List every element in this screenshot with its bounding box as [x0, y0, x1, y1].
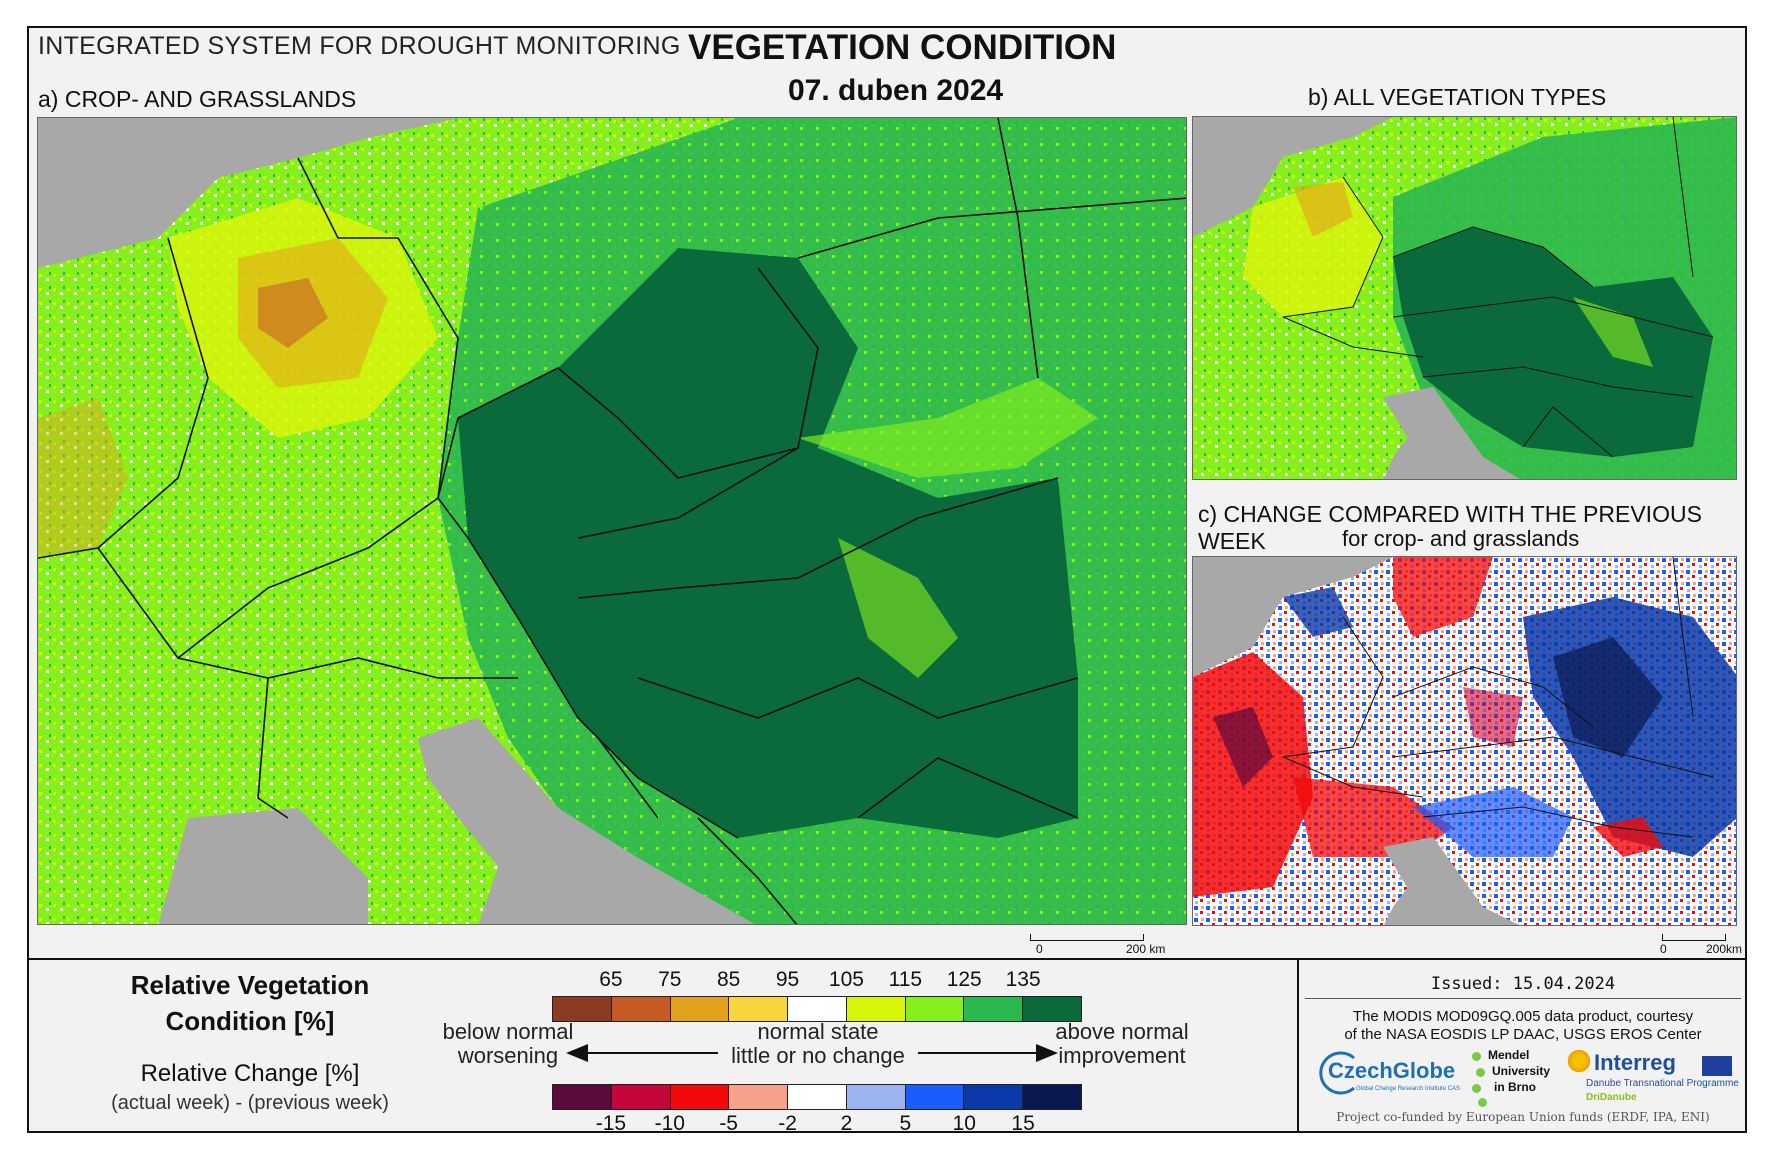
- rvc-tick-label: 115: [888, 968, 923, 991]
- rc-swatch: [670, 1085, 730, 1109]
- panel-c-label: c) CHANGE COMPARED WITH THE PREVIOUS WEE…: [1198, 501, 1702, 554]
- panel-c-sublabel: for crop- and grasslands: [1342, 526, 1580, 551]
- map-crop-grasslands: [37, 117, 1187, 925]
- scale-a-zero: 0: [1036, 942, 1043, 956]
- rvc-swatch: [670, 997, 730, 1021]
- rc-tick-label: -5: [719, 1112, 738, 1135]
- interreg-text: Interreg: [1594, 1050, 1676, 1075]
- mendel-text-3: in Brno: [1494, 1080, 1536, 1094]
- rvc-swatch: [1023, 997, 1082, 1021]
- czechglobe-logo: CzechGlobe Global Change Research Instit…: [1316, 1050, 1466, 1095]
- rc-tick-label: 10: [952, 1112, 976, 1135]
- panel-b-label: b) ALL VEGETATION TYPES: [1308, 84, 1607, 110]
- rvc-swatch: [788, 997, 847, 1021]
- left-arrow-shaft: [570, 1052, 718, 1054]
- map-date: 07. duben 2024: [788, 74, 1004, 107]
- rc-tick-label: 15: [1011, 1112, 1035, 1135]
- rvc-swatch: [729, 997, 789, 1021]
- rc-swatch: [846, 1085, 906, 1109]
- map-weekly-change: [1192, 556, 1737, 926]
- rc-tick-label: -10: [654, 1112, 685, 1135]
- below-normal-text: below normal: [442, 1019, 574, 1044]
- issued-date: Issued: 15.04.2024: [1430, 974, 1616, 994]
- rc-swatch: [1023, 1085, 1082, 1109]
- rc-swatch: [964, 1085, 1024, 1109]
- panel-a-label: a) CROP- AND GRASSLANDS: [38, 86, 357, 112]
- scale-c-end: 200km: [1706, 942, 1743, 956]
- rc-tick-label: 2: [840, 1112, 853, 1135]
- rvc-swatch: [553, 997, 612, 1021]
- legend-panel: [27, 958, 1747, 1133]
- rvc-tick-label: 105: [828, 968, 864, 991]
- rc-swatch: [788, 1085, 847, 1109]
- dridanube-text: DriDanube: [1586, 1092, 1637, 1103]
- rc-tick-label: 5: [899, 1112, 912, 1135]
- no-change-text: little or no change: [731, 1043, 905, 1068]
- rvc-title-1: Relative Vegetation: [130, 970, 370, 1000]
- czechglobe-subtext: Global Change Research Institute CAS: [1356, 1086, 1461, 1092]
- rc-tick-labels: -15 -10 -5 -2 2 5 10 15: [552, 1112, 1082, 1138]
- rc-swatch: [729, 1085, 789, 1109]
- rc-color-ramp: [552, 1084, 1082, 1110]
- rvc-swatch: [964, 997, 1024, 1021]
- mendel-logo: Mendel University in Brno: [1472, 1048, 1562, 1108]
- normal-state-text: normal state: [757, 1019, 879, 1044]
- rvc-swatch: [611, 997, 671, 1021]
- rvc-title-2: Condition [%]: [165, 1006, 335, 1036]
- rvc-tick-label: 135: [1005, 968, 1041, 991]
- worsening-text: worsening: [457, 1043, 559, 1068]
- source-line-1: The MODIS MOD09GQ.005 data product, cour…: [1352, 1008, 1694, 1025]
- czechglobe-text: CzechGlobe: [1328, 1058, 1456, 1083]
- map-all-vegetation: [1192, 116, 1737, 480]
- source-line-2: of the NASA EOSDIS LP DAAC, USGS EROS Ce…: [1344, 1026, 1702, 1043]
- rvc-swatch: [846, 997, 906, 1021]
- scale-a-end: 200 km: [1126, 942, 1166, 956]
- rc-title: Relative Change [%]: [140, 1060, 360, 1087]
- above-normal-label: above normal improvement: [1052, 1020, 1192, 1068]
- interreg-subtext: Danube Transnational Programme: [1586, 1078, 1739, 1089]
- scale-c-zero: 0: [1660, 942, 1667, 956]
- rvc-tick-label: 75: [658, 968, 682, 991]
- rvc-swatch: [905, 997, 965, 1021]
- above-normal-text: above normal: [1055, 1019, 1189, 1044]
- scale-bar-a: [1030, 934, 1144, 941]
- rvc-tick-labels: 65 75 85 95 105 115 125 135: [552, 968, 1082, 994]
- below-normal-label: below normal worsening: [438, 1020, 578, 1068]
- right-arrow-shaft: [918, 1052, 1042, 1054]
- rvc-tick-label: 85: [716, 968, 741, 991]
- mendel-text-2: University: [1492, 1064, 1551, 1078]
- rvc-tick-label: 65: [599, 968, 623, 991]
- credits-rule: [1305, 998, 1741, 999]
- rc-tick-label: -2: [778, 1112, 797, 1135]
- improvement-text: improvement: [1058, 1043, 1186, 1068]
- rc-tick-label: -15: [595, 1112, 627, 1135]
- page-title: VEGETATION CONDITION: [688, 28, 1117, 67]
- interreg-logo: Interreg Danube Transnational Programme …: [1566, 1046, 1739, 1108]
- rc-swatch: [905, 1085, 965, 1109]
- rvc-color-ramp: [552, 996, 1082, 1022]
- rc-swatch: [611, 1085, 671, 1109]
- rc-subtitle: (actual week) - (previous week): [111, 1092, 389, 1114]
- normal-state-label: normal state little or no change: [718, 1020, 918, 1068]
- scale-bar-c: [1662, 934, 1726, 941]
- rvc-tick-label: 95: [775, 968, 800, 991]
- cofunded-text: Project co-funded by European Union fund…: [1336, 1110, 1710, 1124]
- mendel-text-1: Mendel: [1488, 1048, 1530, 1062]
- legend-divider: [1297, 958, 1299, 1133]
- system-name: INTEGRATED SYSTEM FOR DROUGHT MONITORING: [38, 32, 681, 60]
- rvc-tick-label: 125: [946, 968, 982, 991]
- right-arrow-icon: [1036, 1044, 1058, 1062]
- left-arrow-icon: [566, 1044, 588, 1062]
- rc-swatch: [553, 1085, 612, 1109]
